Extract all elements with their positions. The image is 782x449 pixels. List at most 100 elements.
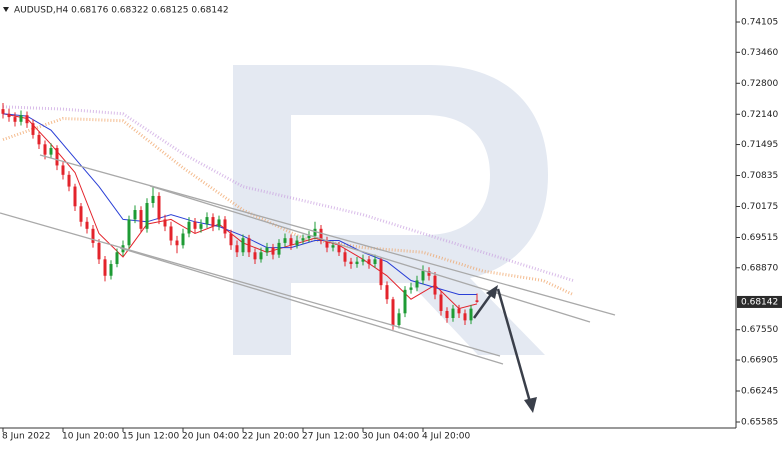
candle-body [349, 261, 353, 265]
arrowhead [524, 397, 537, 413]
candle-body [181, 233, 185, 246]
price-tag [737, 295, 782, 308]
candle-body [67, 174, 71, 187]
y-tick-label: 0.74105 [741, 18, 778, 28]
channel-line [119, 247, 504, 365]
y-tick-label: 0.71495 [741, 140, 778, 150]
candle-body [301, 238, 305, 241]
candle-body [13, 117, 17, 122]
candle-body [73, 186, 77, 207]
y-tick-label: 0.68870 [741, 263, 778, 273]
channel-line [39, 154, 616, 316]
candle-body [265, 247, 269, 253]
y-tick-label: 0.66245 [741, 387, 778, 397]
candle-body [409, 287, 413, 290]
candle-body [151, 195, 155, 203]
candle-body [289, 238, 293, 246]
candle-body [49, 148, 53, 155]
candle-body [391, 299, 395, 326]
candle-body [307, 235, 311, 239]
candle-body [187, 221, 191, 234]
candle-body [463, 313, 467, 321]
x-tick-label: 27 Jun 12:00 [302, 432, 359, 442]
candle-body [223, 219, 227, 234]
channel-line [149, 185, 591, 323]
candle-body [361, 259, 365, 262]
candle-body [37, 134, 41, 145]
candle-body [193, 221, 197, 229]
x-tick-label: 20 Jun 04:00 [182, 432, 239, 442]
candle-body [337, 245, 341, 253]
y-tick-label: 0.69515 [741, 233, 778, 243]
candle-body [313, 228, 317, 236]
candle-body [253, 252, 257, 260]
candle-body [43, 144, 47, 155]
candle-body [241, 238, 245, 253]
y-tick-label: 0.72140 [741, 110, 778, 120]
candle-body [475, 300, 479, 302]
y-tick-label: 0.65585 [741, 417, 778, 427]
y-tick-label: 0.70835 [741, 171, 778, 181]
candle-body [211, 217, 215, 227]
arrow-down [496, 288, 532, 403]
candle-body [145, 202, 149, 229]
candle-body [421, 271, 425, 281]
candle-body [169, 226, 173, 241]
candle-body [271, 247, 275, 255]
x-tick-label: 30 Jun 04:00 [362, 432, 419, 442]
candle-layer [1, 102, 479, 330]
candle-body [325, 240, 329, 248]
arrowhead [486, 285, 498, 299]
y-tick-label: 0.67550 [741, 325, 778, 335]
candle-body [7, 113, 11, 118]
candle-body [235, 245, 239, 253]
candle-body [61, 165, 65, 175]
candle-body [385, 285, 389, 300]
candle-body [415, 280, 419, 288]
candle-body [55, 148, 59, 166]
x-tick-label: 22 Jun 20:00 [242, 432, 299, 442]
price-tag-label: 0.68142 [741, 297, 778, 307]
y-tick-label: 0.72800 [741, 79, 778, 89]
candle-body [367, 259, 371, 265]
chart-title: AUDUSD,H4 0.68176 0.68322 0.68125 0.6814… [14, 6, 229, 16]
candle-body [331, 245, 335, 248]
axis-layer: 0.74105 0.73460 0.72800 0.72140 0.71495 0.708… [2, 18, 782, 442]
candle-body [445, 310, 449, 319]
arrow-up [472, 292, 494, 319]
candle-body [139, 210, 143, 229]
candle-body [355, 261, 359, 265]
candle-body [457, 308, 461, 314]
x-tick-label: 15 Jun 12:00 [122, 432, 179, 442]
candle-body [283, 238, 287, 243]
candle-body [343, 252, 347, 262]
forecast [472, 285, 537, 413]
candle-body [379, 259, 383, 286]
y-tick-label: 0.73460 [741, 48, 778, 58]
candle-body [397, 313, 401, 326]
candle-body [439, 294, 443, 311]
candle-body [133, 210, 137, 220]
candle-body [31, 123, 35, 135]
y-tick-label: 0.66905 [741, 356, 778, 366]
candle-body [247, 238, 251, 253]
candle-body [85, 221, 89, 229]
candle-body [229, 233, 233, 246]
candle-body [109, 264, 113, 276]
watermark-bowl [291, 65, 548, 355]
y-tick-label: 0.70175 [741, 202, 778, 212]
candle-body [115, 252, 119, 265]
candle-body [259, 252, 263, 260]
candle-body [403, 289, 407, 314]
candle-body [427, 271, 431, 276]
candle-body [469, 308, 473, 321]
candle-body [277, 242, 281, 255]
channel-line [0, 212, 501, 357]
candle-body [1, 109, 5, 114]
candle-body [19, 115, 23, 122]
candle-body [79, 206, 83, 222]
candle-body [157, 195, 161, 220]
watermark-stem [233, 65, 291, 355]
